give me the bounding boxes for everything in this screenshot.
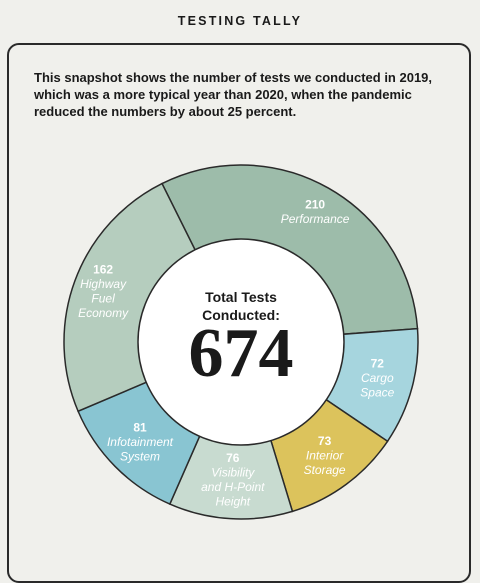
slice-value-label: 162 xyxy=(93,262,113,276)
slice-category-label: Fuel xyxy=(91,291,115,305)
slice-category-label: Visibility xyxy=(211,466,255,480)
slice-category-label: Economy xyxy=(78,306,129,320)
page-title: TESTING TALLY xyxy=(177,14,303,28)
slice-value-label: 210 xyxy=(305,197,325,211)
slice-value-label: 76 xyxy=(226,451,240,465)
slice-category-label: Cargo xyxy=(361,371,394,385)
slice-value-label: 73 xyxy=(318,434,332,448)
slice-value-label: 81 xyxy=(133,420,147,434)
center-total: 674 xyxy=(189,315,294,392)
slice-category-label: Interior xyxy=(306,449,344,463)
slice-category-label: Storage xyxy=(304,463,346,477)
slice-value-label: 72 xyxy=(371,357,385,371)
slice-category-label: and H-Point xyxy=(201,480,265,494)
center-line1: Total Tests xyxy=(205,289,277,305)
slice-category-label: Highway xyxy=(80,277,127,291)
slice-category-label: Infotainment xyxy=(107,435,174,449)
slice-category-label: System xyxy=(120,449,160,463)
slice-category-label: Height xyxy=(215,495,250,509)
slice-category-label: Performance xyxy=(281,212,350,226)
center-line2: Conducted: xyxy=(202,307,280,323)
intro-text: This snapshot shows the number of tests … xyxy=(34,70,433,119)
center-circle xyxy=(137,238,345,446)
slice-category-label: Space xyxy=(360,386,394,400)
